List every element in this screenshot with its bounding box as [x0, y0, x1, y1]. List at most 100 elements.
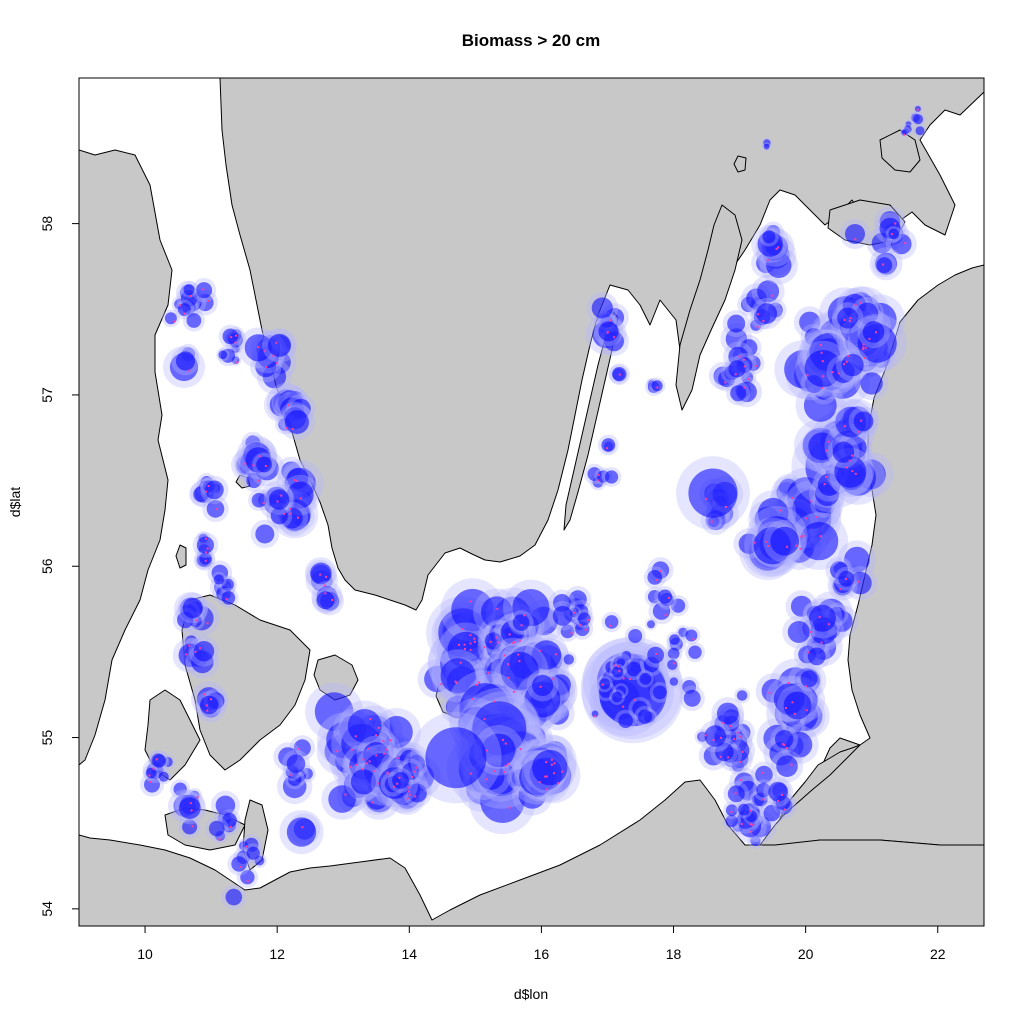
station-marker [854, 472, 857, 475]
station-marker [848, 319, 851, 322]
biomass-bubble [451, 588, 494, 632]
station-marker [655, 579, 658, 581]
station-marker [289, 507, 292, 510]
biomass-bubble [240, 870, 255, 885]
station-marker [573, 611, 576, 614]
station-marker [464, 647, 466, 650]
bubble-layer [139, 104, 927, 910]
biomass-bubble [552, 605, 573, 626]
station-marker [517, 653, 520, 656]
station-marker [514, 641, 516, 644]
station-marker [396, 782, 399, 785]
biomass-bubble [671, 598, 686, 613]
station-marker [791, 701, 794, 704]
biomass-bubble [591, 710, 599, 718]
biomass-bubble [807, 647, 826, 666]
station-marker [710, 520, 713, 523]
station-marker [376, 782, 379, 785]
station-marker [622, 705, 625, 708]
biomass-bubble [180, 290, 198, 307]
station-marker [470, 772, 473, 775]
station-marker [469, 634, 472, 637]
station-marker [823, 483, 826, 486]
station-marker [756, 325, 759, 328]
biomass-bubble [208, 820, 225, 837]
station-marker [493, 700, 496, 703]
station-marker [459, 661, 462, 664]
biomass-bubble [799, 311, 821, 333]
biomass-bubble [704, 725, 727, 747]
biomass-bubble [725, 815, 738, 828]
map-area [79, 78, 984, 926]
station-marker [375, 754, 378, 757]
station-marker [729, 725, 732, 727]
station-marker [155, 758, 158, 761]
biomass-bubble [817, 473, 841, 497]
biomass-bubble [853, 411, 874, 432]
station-marker [148, 774, 151, 777]
biomass-bubble [837, 307, 859, 329]
station-marker [152, 767, 155, 770]
station-marker [189, 802, 192, 805]
station-marker [753, 541, 756, 544]
x-tick-label: 18 [666, 946, 682, 962]
biomass-bubble [804, 350, 842, 387]
station-marker [553, 762, 556, 765]
station-marker [349, 765, 352, 768]
station-marker [659, 570, 662, 573]
station-marker [469, 648, 472, 651]
biomass-bubble [560, 624, 575, 639]
station-marker [734, 792, 737, 795]
biomass-bubble [745, 810, 758, 822]
biomass-bubble [175, 351, 196, 371]
station-marker [408, 786, 411, 789]
station-marker [779, 509, 782, 512]
biomass-bubble [575, 621, 590, 637]
biomass-bubble [182, 819, 198, 835]
station-marker [809, 631, 812, 633]
biomass-bubble [193, 641, 215, 662]
station-marker [508, 806, 511, 809]
biomass-bubble [844, 546, 870, 573]
station-marker [366, 762, 369, 765]
station-marker [743, 365, 746, 368]
station-marker [837, 372, 840, 375]
x-axis-title: d$lon [514, 986, 548, 1002]
station-marker [473, 637, 476, 640]
station-marker [757, 313, 760, 316]
biomass-bubble [152, 754, 167, 768]
station-marker [344, 793, 347, 796]
biomass-bubble [756, 303, 778, 324]
station-marker [749, 809, 752, 812]
biomass-bubble [577, 612, 591, 626]
biomass-bubble [601, 438, 616, 452]
y-axis: 54 55 56 57 58 [39, 216, 79, 917]
land-zealand [181, 594, 311, 771]
station-marker [854, 304, 857, 307]
biomass-bubble [144, 776, 160, 793]
station-marker [845, 577, 847, 580]
station-marker [825, 449, 828, 452]
station-marker [790, 764, 793, 766]
station-marker [851, 470, 854, 473]
station-marker [704, 734, 707, 737]
station-marker [290, 773, 293, 776]
station-marker [276, 362, 279, 365]
station-marker [483, 646, 486, 649]
biomass-bubble [647, 620, 655, 629]
x-tick-label: 10 [137, 946, 153, 962]
station-marker [550, 758, 553, 761]
station-marker [323, 584, 326, 587]
biomass-bubble [285, 410, 309, 435]
station-marker [916, 108, 919, 111]
biomass-bubble [286, 481, 314, 509]
station-marker [469, 600, 472, 603]
station-marker [601, 683, 604, 686]
biomass-bubble [647, 570, 663, 585]
station-marker [862, 343, 865, 346]
station-marker [846, 466, 848, 469]
station-marker [863, 357, 866, 359]
station-marker [196, 796, 199, 799]
station-marker [369, 718, 372, 720]
station-marker [890, 233, 893, 236]
